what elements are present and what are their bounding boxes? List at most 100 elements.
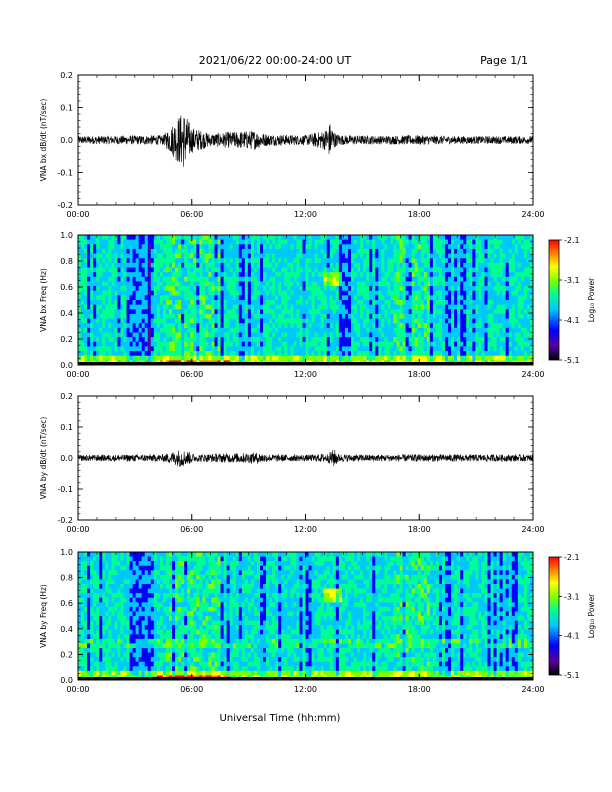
spectrogram-cell: [111, 593, 115, 599]
spectrogram-cell: [78, 309, 82, 315]
spectrogram-cell: [247, 323, 252, 329]
spectrogram-cell: [451, 244, 455, 250]
spectrogram-cell: [390, 267, 394, 273]
spectrogram-cell: [275, 304, 279, 310]
spectrogram-cell: [305, 253, 309, 259]
spectrogram-cell: [105, 661, 109, 667]
spectrogram-cell: [111, 620, 115, 626]
spectrogram-cell: [490, 276, 494, 282]
spectrogram-cell: [126, 332, 130, 338]
spectrogram-cell: [211, 262, 215, 268]
spectrogram-cell: [281, 300, 285, 306]
spectrogram-cell: [417, 341, 422, 347]
spectrogram-cell: [338, 295, 343, 301]
spectrogram-cell: [105, 309, 109, 315]
spectrogram-cell: [81, 281, 85, 287]
spectrogram-cell: [244, 295, 249, 301]
spectrogram-cell: [214, 351, 218, 357]
spectrogram-cell: [90, 643, 94, 649]
spectrogram-cell: [181, 262, 185, 268]
spectrogram-cell: [302, 351, 306, 357]
spectrogram-cell: [81, 625, 85, 631]
spectrogram-cell: [360, 267, 364, 273]
spectrogram-cell: [217, 309, 221, 315]
spectrogram-cell: [102, 281, 106, 287]
spectrogram-cell: [132, 286, 137, 292]
spectrogram-cell: [99, 625, 103, 631]
spectrogram-cell: [141, 327, 146, 333]
spectrogram-cell: [223, 276, 228, 282]
spectrogram-cell: [93, 272, 97, 278]
spectrogram-cell: [126, 351, 130, 357]
spectrogram-cell: [253, 253, 258, 259]
spectrogram-cell: [402, 346, 406, 352]
spectrogram-cell: [360, 323, 364, 329]
spectrogram-cell: [193, 244, 197, 250]
spectrogram-cell: [93, 556, 97, 562]
spectrogram-cell: [278, 235, 282, 241]
spectrogram-cell: [526, 239, 531, 245]
spectrogram-cell: [460, 295, 464, 301]
spectrogram-cell: [375, 332, 379, 338]
spectrogram-cell: [81, 351, 85, 357]
spectrogram-cell: [511, 276, 516, 282]
spectrogram-cell: [275, 281, 279, 287]
spectrogram-cell: [299, 337, 303, 343]
spectrogram-cell: [162, 253, 167, 259]
spectrogram-cell: [481, 332, 485, 338]
spectrogram-cell: [235, 235, 240, 241]
spectrogram-cell: [457, 323, 461, 329]
spectrogram-cell: [323, 267, 328, 273]
spectrogram-cell: [445, 262, 449, 268]
spectrogram-cell: [299, 295, 303, 301]
spectrogram-cell: [402, 323, 406, 329]
spectrogram-cell: [105, 657, 109, 663]
spectrogram-cell: [384, 346, 388, 352]
spectrogram-cell: [205, 327, 209, 333]
spectrogram-cell: [290, 267, 294, 273]
spectrogram-cell: [90, 351, 94, 357]
spectrogram-cell: [499, 332, 504, 338]
spectrogram-cell: [138, 258, 143, 264]
spectrogram-cell: [99, 574, 103, 580]
spectrogram-cell: [93, 570, 97, 576]
spectrogram-cell: [159, 355, 164, 361]
spectrogram-cell: [165, 351, 170, 357]
spectrogram-cell: [351, 244, 355, 250]
spectrogram-cell: [175, 267, 179, 273]
spectrogram-cell: [360, 290, 364, 296]
spectrogram-cell: [311, 253, 315, 259]
spectrogram-cell: [184, 235, 188, 241]
spectrogram-cell: [502, 286, 507, 292]
spectrogram-cell: [481, 295, 485, 301]
spectrogram-cell: [363, 327, 367, 333]
spectrogram-cell: [144, 341, 149, 347]
spectrogram-cell: [293, 313, 297, 319]
spectrogram-cell: [226, 332, 231, 338]
spectrogram-cell: [102, 290, 106, 296]
spectrogram-cell: [393, 295, 397, 301]
spectrogram-cell: [354, 341, 358, 347]
spectrogram-cell: [523, 290, 528, 296]
spectrogram-cell: [381, 276, 385, 282]
spectrogram-cell: [90, 290, 94, 296]
spectrogram-cell: [102, 620, 106, 626]
spectrogram-cell: [108, 346, 112, 352]
spectrogram-cell: [96, 648, 100, 653]
spectrogram-cell: [393, 332, 397, 338]
spectrogram-cell: [511, 267, 516, 273]
spectrogram-cell: [448, 239, 452, 245]
spectrogram-cell: [505, 244, 510, 250]
spectrogram-cell: [375, 323, 379, 329]
spectrogram-cell: [472, 332, 476, 338]
spectrogram-cell: [214, 304, 218, 310]
spectrogram-cell: [229, 327, 234, 333]
spectrogram-cell: [305, 290, 309, 296]
spectrogram-cell: [317, 244, 322, 250]
spectrogram-cell: [393, 327, 397, 333]
spectrogram-cell: [417, 244, 422, 250]
spectrogram-cell: [411, 300, 416, 306]
spectrogram-cell: [493, 253, 497, 259]
spectrogram-cell: [275, 290, 279, 296]
spectrogram-cell: [508, 346, 513, 352]
